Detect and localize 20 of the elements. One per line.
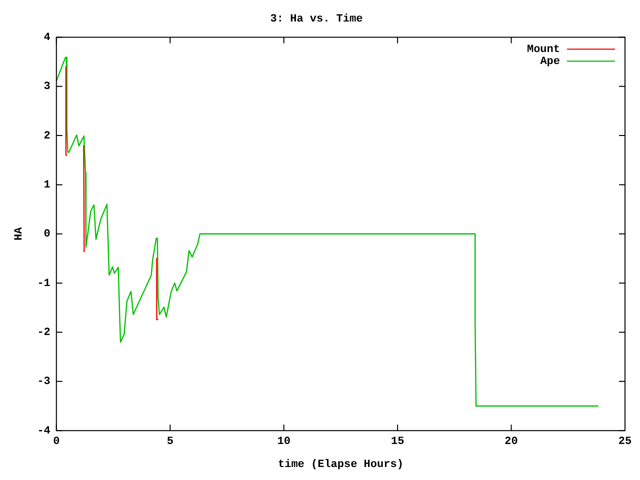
y-tick-label: -4: [37, 425, 51, 438]
chart-title: 3: Ha vs. Time: [270, 13, 364, 26]
x-tick-label: 0: [53, 436, 60, 448]
x-tick-label: 15: [390, 436, 405, 448]
y-tick-label: 1: [44, 179, 51, 192]
y-tick-label: 0: [44, 228, 50, 241]
x-tick-label: 25: [618, 436, 632, 448]
x-tick-label: 10: [277, 436, 290, 448]
y-tick-label: 3: [44, 81, 51, 94]
legend-label: Ape: [540, 56, 560, 68]
legend-label: Mount: [526, 44, 560, 56]
y-axis-title: HA: [13, 226, 26, 240]
y-tick-label: 2: [44, 130, 50, 142]
x-axis-title: time (Elapse Hours): [278, 459, 404, 472]
y-tick-label: -3: [37, 376, 51, 388]
y-tick-label: -2: [37, 327, 50, 340]
y-tick-label: -1: [37, 278, 51, 290]
x-tick-label: 20: [504, 436, 518, 448]
x-tick-label: 5: [166, 436, 174, 448]
y-tick-label: 4: [44, 32, 51, 44]
